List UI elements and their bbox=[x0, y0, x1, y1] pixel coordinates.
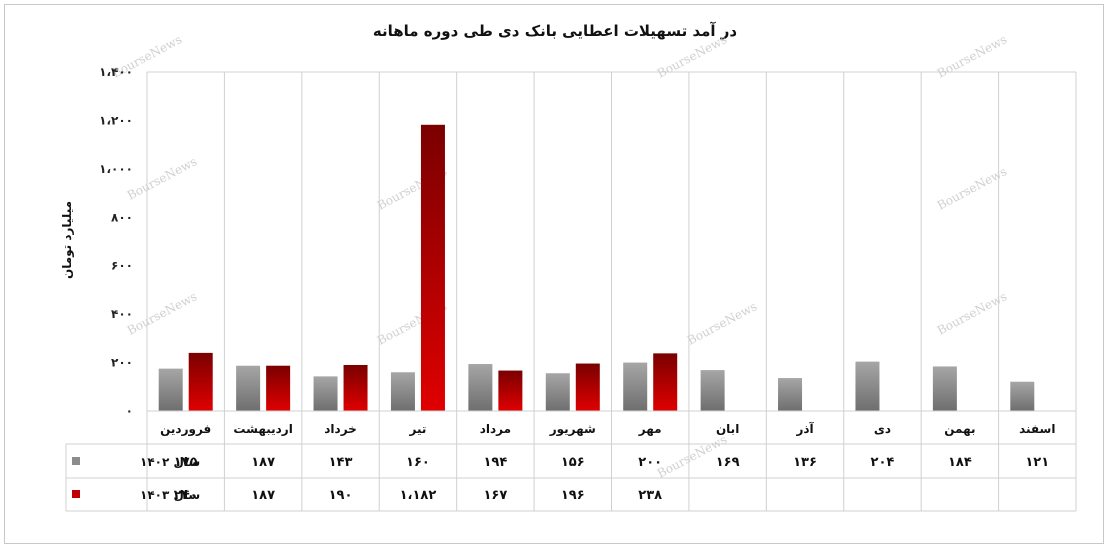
bar-series-1-4 bbox=[468, 364, 493, 411]
legend-label-series-1: سال ۱۴۰۲ bbox=[140, 455, 200, 469]
watermark-text: BourseNews bbox=[935, 32, 1009, 80]
y-tick-label: ۰ bbox=[126, 404, 133, 418]
bar-series-1-8 bbox=[778, 378, 803, 411]
data-label: ۱۶۷ bbox=[483, 488, 507, 503]
data-table: فروردین اردیبهشت خرداد تیر مرداد شهریور مهر ابا… bbox=[65, 410, 1076, 512]
data-label: ۲۰۴ bbox=[871, 455, 895, 470]
category-label: دی bbox=[874, 422, 891, 436]
data-label: ۱۴۳ bbox=[329, 455, 353, 470]
watermark-text: BourseNews bbox=[125, 154, 199, 202]
bar-series-1-6 bbox=[623, 362, 648, 411]
data-label: ۱۲۱ bbox=[1025, 455, 1049, 470]
legend-swatch-series-1 bbox=[72, 457, 80, 465]
y-tick-labels: ۰ ۲۰۰ ۴۰۰ ۶۰۰ ۸۰۰ ۱،۰۰۰ ۱،۲۰۰ ۱،۴۰۰ bbox=[99, 65, 133, 418]
bar-series-1-5 bbox=[545, 373, 570, 411]
data-label: ۱،۱۸۲ bbox=[400, 488, 437, 503]
data-label: ۲۳۸ bbox=[638, 488, 662, 503]
watermark-text: BourseNews bbox=[685, 299, 759, 347]
y-tick-label: ۸۰۰ bbox=[111, 210, 133, 224]
bar-series-1-2 bbox=[313, 376, 338, 411]
category-label: مرداد bbox=[480, 422, 511, 436]
watermarks: BourseNews BourseNews BourseNews BourseNews… bbox=[110, 32, 1009, 480]
y-tick-label: ۶۰۰ bbox=[111, 259, 133, 273]
data-label: ۱۹۴ bbox=[483, 455, 507, 470]
bar-series-2-5 bbox=[575, 363, 600, 411]
y-tick-label: ۲۰۰ bbox=[111, 356, 133, 370]
category-label: مهر bbox=[638, 422, 662, 436]
bar-series-1-7 bbox=[700, 370, 725, 411]
data-label: ۱۹۰ bbox=[329, 488, 353, 503]
category-label: بهمن bbox=[944, 422, 975, 436]
watermark-text: BourseNews bbox=[935, 289, 1009, 337]
category-label: فروردین bbox=[160, 422, 211, 437]
gridlines bbox=[146, 71, 1077, 511]
y-tick-label: ۱،۲۰۰ bbox=[99, 113, 133, 127]
y-tick-label: ۴۰۰ bbox=[111, 307, 133, 321]
data-label: ۱۳۶ bbox=[793, 455, 817, 470]
data-label: ۲۰۰ bbox=[638, 455, 662, 470]
bar-series-1-1 bbox=[236, 365, 261, 411]
watermark-text: BourseNews bbox=[125, 289, 199, 337]
chart-title: در آمد تسهیلات اعطایی بانک دی طی دوره ما… bbox=[372, 22, 738, 40]
legend-label-series-2: سال ۱۴۰۳ bbox=[140, 488, 200, 502]
data-label: ۱۸۷ bbox=[251, 488, 275, 503]
bar-series-2-0 bbox=[188, 352, 213, 411]
bar-series-2-3 bbox=[420, 124, 445, 411]
y-tick-label: ۱،۴۰۰ bbox=[99, 65, 133, 79]
bar-series-1-11 bbox=[1010, 381, 1035, 411]
data-label: ۱۵۶ bbox=[561, 455, 585, 470]
category-label: خرداد bbox=[324, 422, 357, 436]
category-label: اردیبهشت bbox=[233, 422, 292, 436]
category-label: ابان bbox=[716, 422, 739, 436]
category-label: شهریور bbox=[549, 422, 596, 437]
data-label: ۱۹۶ bbox=[561, 488, 585, 503]
bar-series-1-0 bbox=[158, 368, 183, 411]
bar-series-1-10 bbox=[932, 366, 957, 411]
watermark-text: BourseNews bbox=[655, 32, 729, 80]
category-label: آذر bbox=[795, 421, 814, 436]
category-label: اسفند bbox=[1019, 422, 1055, 436]
legend-swatch-series-2 bbox=[72, 490, 80, 498]
data-label: ۱۶۰ bbox=[406, 455, 430, 470]
bar-series-2-6 bbox=[653, 353, 678, 411]
bar-series-2-2 bbox=[343, 364, 368, 411]
data-label: ۲۴۰ bbox=[174, 488, 198, 503]
bars bbox=[158, 124, 1035, 411]
category-label: تیر bbox=[409, 422, 427, 436]
bar-series-2-4 bbox=[498, 370, 523, 411]
watermark-text: BourseNews bbox=[935, 164, 1009, 212]
data-label: ۱۸۷ bbox=[251, 455, 275, 470]
bar-series-1-3 bbox=[390, 372, 415, 411]
bar-series-1-9 bbox=[855, 361, 880, 411]
y-tick-label: ۱،۰۰۰ bbox=[99, 162, 133, 176]
bar-series-2-1 bbox=[266, 365, 291, 411]
data-label: ۱۸۴ bbox=[948, 455, 972, 470]
data-label: ۱۶۹ bbox=[716, 455, 740, 470]
data-label: ۱۷۵ bbox=[174, 455, 198, 470]
